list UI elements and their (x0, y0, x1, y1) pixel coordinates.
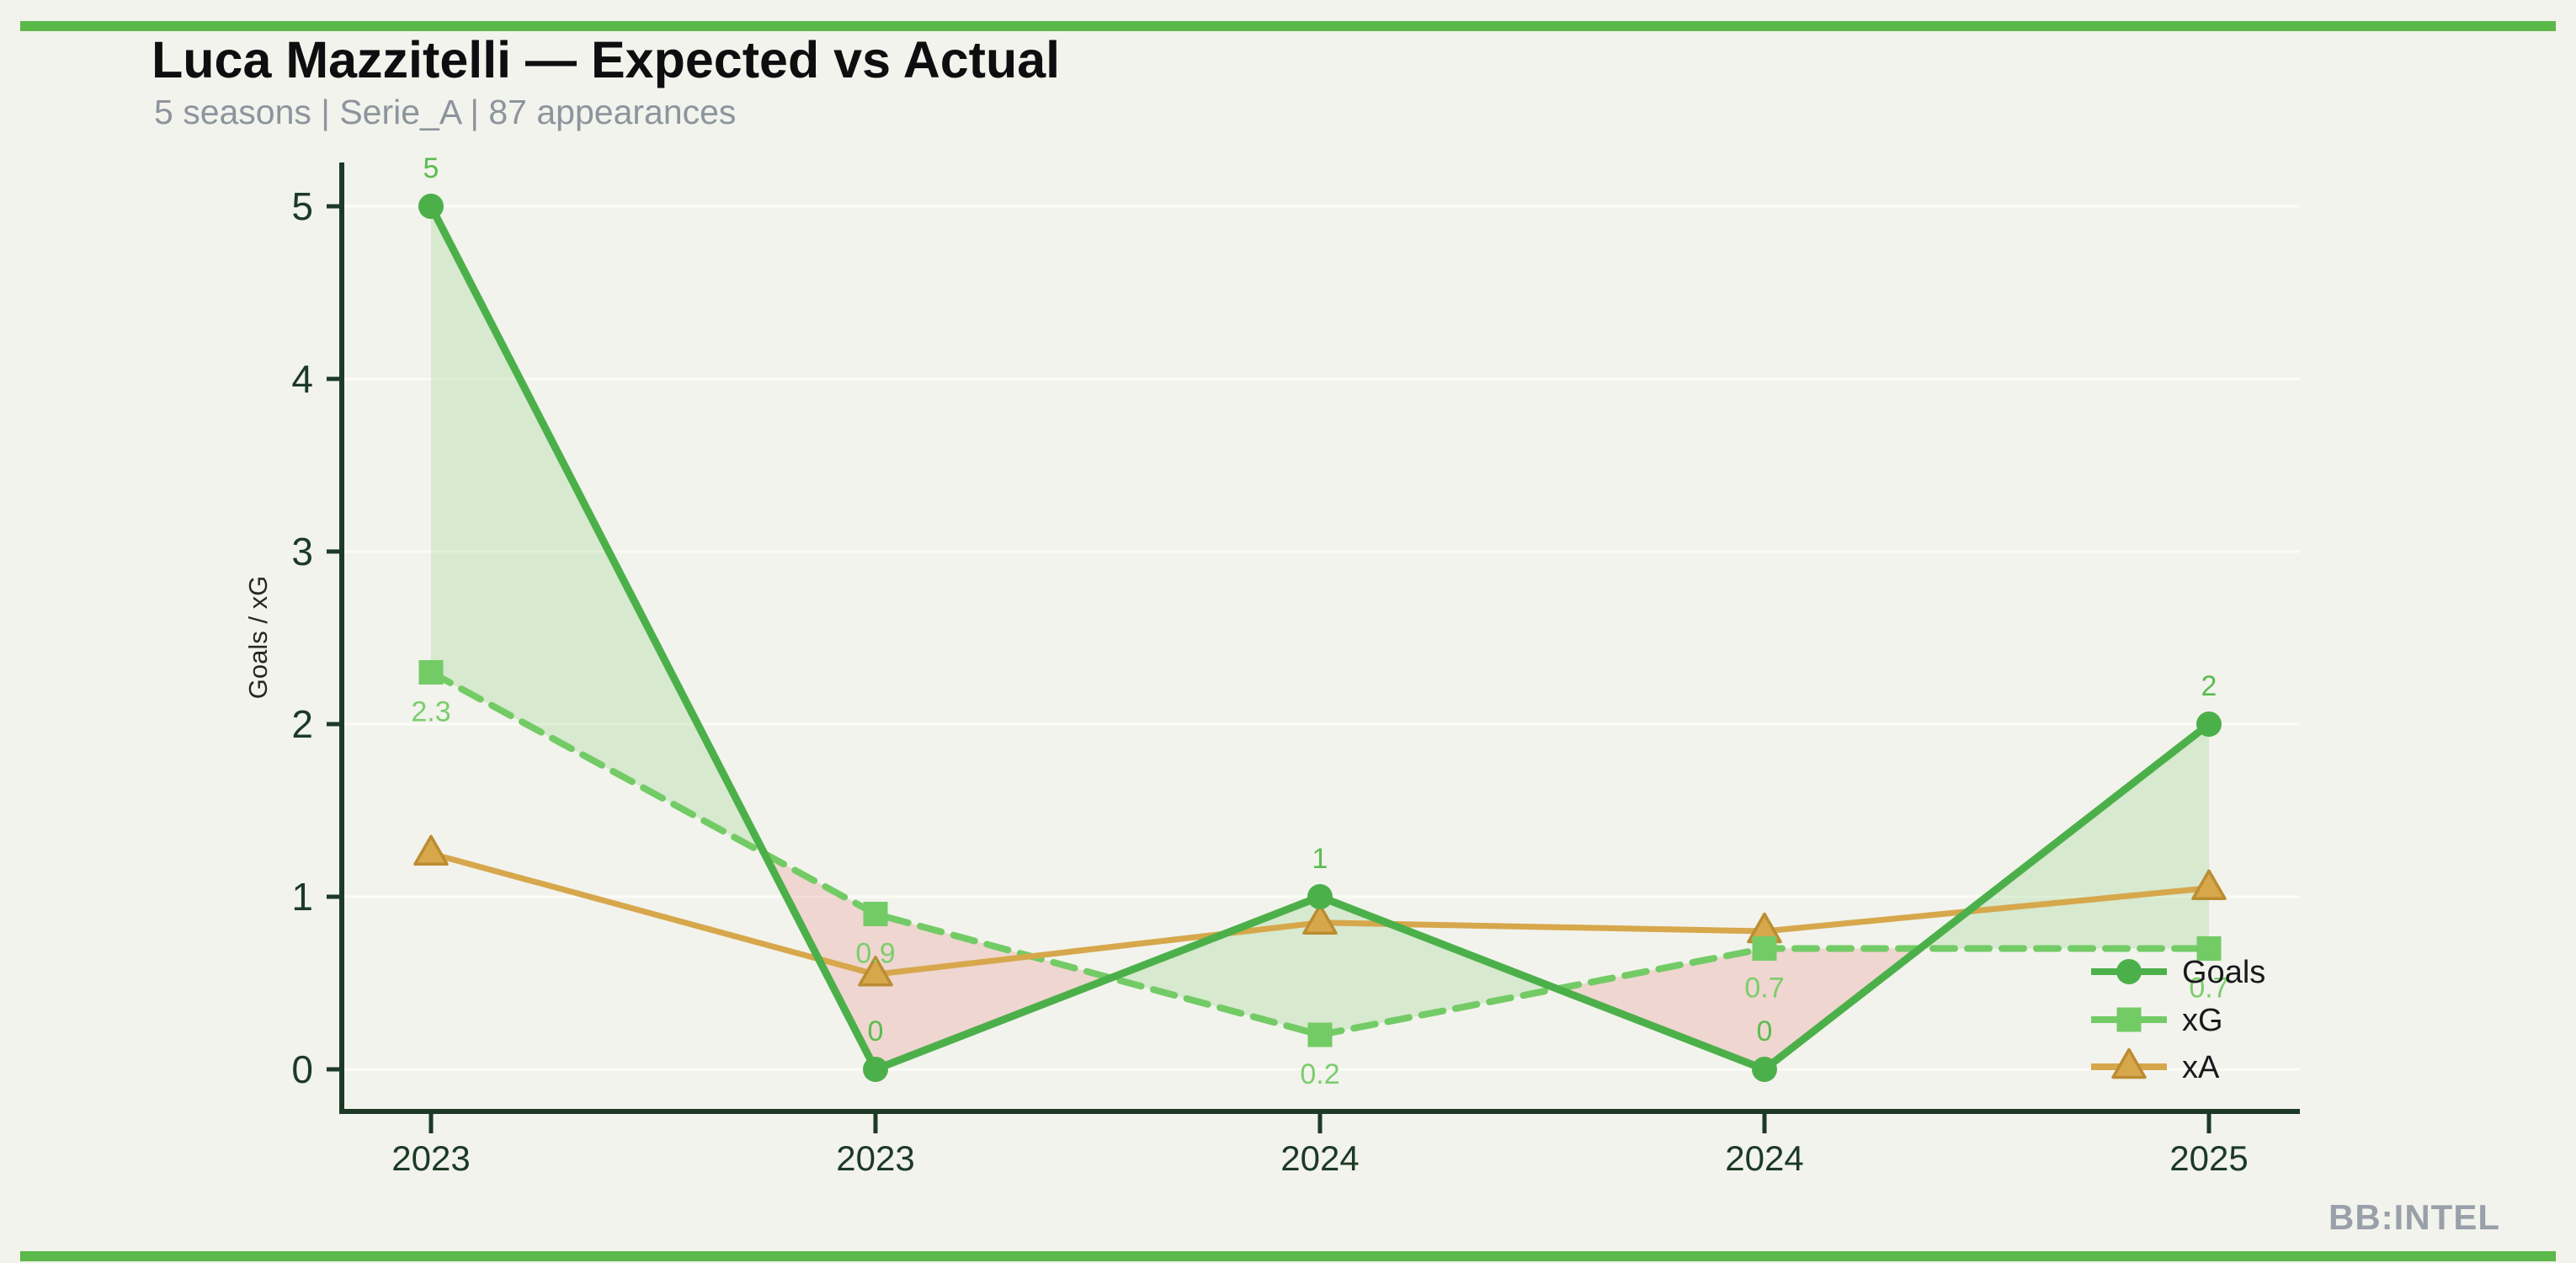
x-tick-label: 2024 (1725, 1138, 1803, 1178)
xg-point-label: 2.3 (411, 696, 450, 728)
top-accent-bar (20, 21, 2556, 31)
page-subtitle: 5 seasons | Serie_A | 87 appearances (154, 93, 737, 131)
point-markers (413, 194, 2227, 1082)
goals-point-label: 0 (1757, 1015, 1773, 1047)
xg-point-marker (863, 902, 888, 926)
legend: Goals xG xA (2091, 955, 2265, 1085)
page-title: Luca Mazzitelli — Expected vs Actual (152, 31, 1061, 88)
xa-point-marker (2111, 1047, 2147, 1079)
goals-point-marker (1307, 884, 1333, 909)
x-tick-label: 2024 (1280, 1138, 1359, 1178)
xg-point-label: 0.7 (2189, 973, 2228, 1005)
y-tick-label: 4 (291, 357, 313, 401)
xg-point-marker (2196, 936, 2222, 961)
xa-point-marker (1302, 903, 1338, 935)
goals-point-marker (2196, 711, 2222, 737)
goals-point-label: 0 (868, 1015, 884, 1047)
legend-label: xA (2182, 1050, 2220, 1085)
xg-point-marker (1752, 936, 1777, 961)
goals-point-label: 1 (1312, 843, 1328, 875)
goals-point-marker (863, 1057, 888, 1082)
bottom-accent-bar (20, 1251, 2556, 1261)
xg-point-label: 0.9 (855, 938, 895, 970)
goals-point-label: 5 (423, 152, 439, 184)
legend-label: xG (2182, 1003, 2223, 1038)
xg-point-marker (2116, 1007, 2142, 1032)
x-tick-label: 2025 (2169, 1138, 2248, 1178)
y-tick-label: 0 (291, 1047, 313, 1091)
xa-point-marker (858, 956, 893, 987)
xg-point-label: 0.2 (1300, 1058, 1339, 1090)
y-tick-label: 3 (291, 530, 313, 573)
fill-between-regions (431, 206, 2209, 1069)
y-tick-label: 2 (291, 702, 313, 746)
xg-point-marker (1307, 1022, 1333, 1047)
goals-point-marker (1752, 1057, 1777, 1082)
xg-point-marker (418, 660, 444, 685)
brand-watermark: BB:INTEL (2329, 1197, 2500, 1237)
legend-label: Goals (2182, 955, 2265, 990)
goals-point-label: 2 (2201, 670, 2217, 702)
legend-item-xa: xA (2091, 1047, 2220, 1085)
goals-point-marker (2116, 959, 2142, 984)
legend-item-xg: xG (2091, 1003, 2223, 1038)
axes: 0 1 2 3 4 5 2023 2023 2024 2024 2025 (291, 163, 2300, 1178)
legend-item-goals: Goals (2091, 955, 2265, 990)
y-tick-label: 5 (291, 184, 313, 228)
xa-point-marker (413, 834, 449, 866)
xg-point-label: 0.7 (1744, 973, 1784, 1005)
x-tick-label: 2023 (836, 1138, 914, 1178)
point-labels: 5 0 1 0 2 2.3 0.9 0.2 0.7 0.7 (411, 152, 2228, 1090)
y-tick-label: 1 (291, 875, 313, 919)
xa-point-marker (2191, 869, 2227, 901)
goals-point-marker (418, 194, 444, 219)
x-tick-label: 2023 (391, 1138, 470, 1178)
